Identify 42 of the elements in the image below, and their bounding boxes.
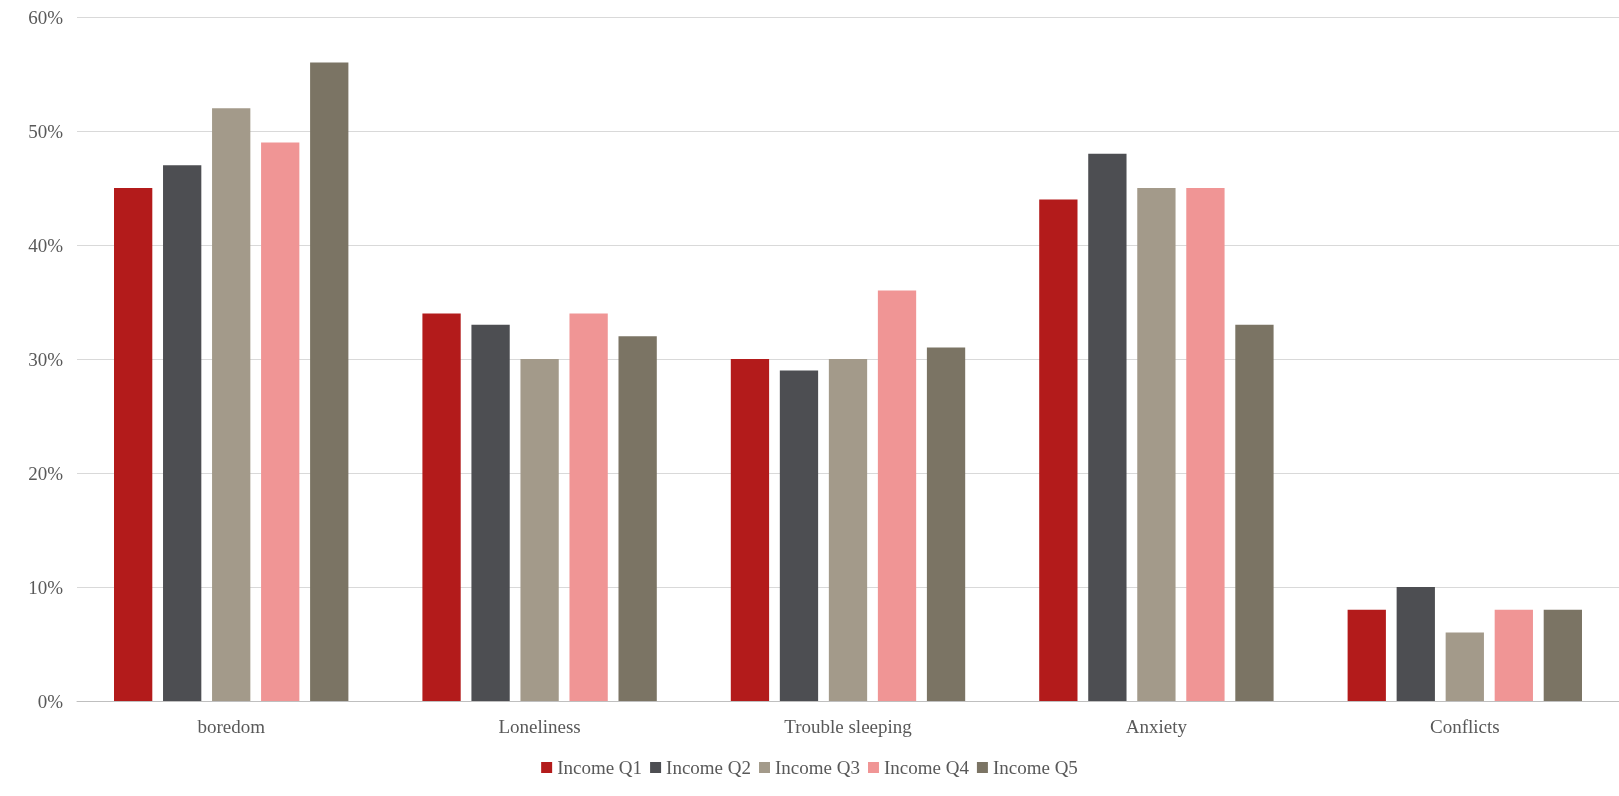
bar: [163, 165, 202, 701]
bar: [310, 62, 349, 701]
bar: [1543, 609, 1582, 701]
x-tick-label: Trouble sleeping: [784, 716, 913, 737]
bar: [569, 313, 608, 701]
legend-label: Income Q4: [883, 757, 970, 778]
bar: [1396, 587, 1435, 701]
x-tick-label: Conflicts: [1429, 716, 1500, 737]
bar: [1494, 609, 1533, 701]
bar: [520, 359, 559, 701]
y-tick-label: 0%: [37, 690, 64, 712]
x-tick-label: Anxiety: [1125, 716, 1188, 737]
bar: [422, 313, 461, 701]
bar: [730, 359, 770, 701]
bar: [1235, 324, 1274, 701]
bar: [926, 347, 966, 701]
bar: [261, 142, 300, 701]
y-tick-label: 30%: [28, 348, 64, 370]
bar: [779, 370, 819, 701]
bar: [1347, 609, 1386, 701]
bar: [828, 359, 868, 701]
bar: [471, 324, 510, 701]
legend-label: Income Q1: [557, 757, 643, 778]
bar: [1445, 632, 1484, 701]
bar: [1039, 199, 1078, 701]
bar: [877, 290, 917, 701]
legend-label: Income Q3: [775, 757, 860, 778]
bar: [1186, 188, 1225, 701]
y-tick-label: 50%: [28, 120, 64, 142]
bar: [212, 108, 251, 701]
legend-label: Income Q2: [666, 757, 752, 778]
bar: [618, 336, 657, 701]
y-tick-label: 40%: [28, 234, 64, 256]
bar: [114, 188, 153, 701]
bar: [1137, 188, 1176, 701]
x-tick-label: boredom: [197, 716, 266, 737]
y-tick-label: 10%: [28, 576, 64, 598]
y-tick-label: 20%: [28, 462, 64, 484]
bar: [1088, 153, 1127, 701]
y-tick-label: 60%: [28, 6, 64, 28]
legend-label: Income Q5: [992, 757, 1078, 778]
x-tick-label: Loneliness: [498, 716, 581, 737]
